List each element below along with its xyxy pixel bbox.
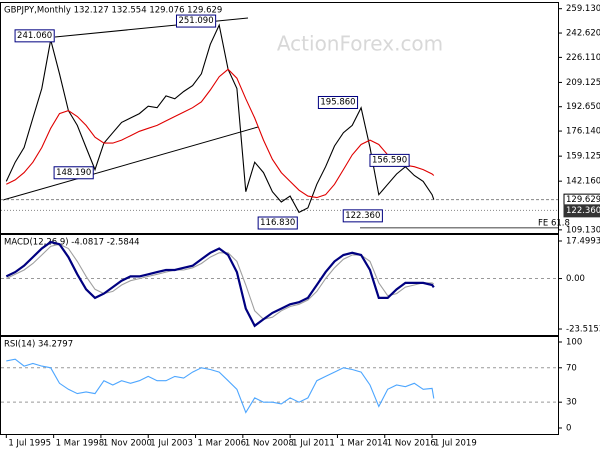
panel-frame [0, 2, 559, 234]
label-box [317, 95, 359, 109]
y-tick-label: 100 [566, 337, 582, 347]
y-tick-label: 159.125 [566, 152, 600, 162]
x-tick-label: 1 Mar 2014 [339, 439, 387, 449]
x-tick-label: 1 Jul 2011 [292, 439, 335, 449]
series-line [6, 68, 435, 199]
x-tick-label: 1 Nov 2000 [103, 439, 152, 449]
level-label: 122.360 [566, 206, 600, 216]
label-box [175, 14, 217, 28]
annotation: 251.090 [178, 16, 213, 26]
panel-title: GBPJPY,Monthly 132.127 132.554 129.076 1… [4, 6, 222, 16]
panel-frame [0, 234, 559, 336]
label-box [342, 209, 383, 223]
y-tick-label: 176.140 [566, 127, 600, 137]
label-box [369, 153, 410, 167]
panel-frame [0, 336, 559, 435]
y-tick-label: 192.650 [566, 102, 600, 112]
y-tick-label: 142.160 [566, 177, 600, 187]
y-tick-label: 242.620 [566, 29, 600, 39]
annotation: 148.190 [56, 168, 91, 178]
panel-title: RSI(14) 34.2797 [4, 340, 73, 350]
trendline [2, 126, 259, 201]
annotation: 122.360 [345, 211, 380, 221]
x-tick-label: 1 Mar 1998 [56, 439, 104, 449]
x-tick-label: 1 Nov 2008 [245, 439, 294, 449]
y-tick-label: 17.4993 [566, 237, 600, 247]
label-box [257, 216, 298, 230]
y-tick-label: 70 [566, 363, 577, 373]
watermark: ActionForex.com [277, 32, 443, 56]
y-tick-label: 0 [566, 423, 571, 433]
x-tick-label: 1 Jul 2019 [434, 439, 477, 449]
annotation: 156.590 [372, 155, 407, 165]
annotation: 241.060 [17, 31, 52, 41]
annotation: 116.830 [260, 218, 295, 228]
y-tick-label: 109.130 [566, 225, 600, 235]
series-line [5, 240, 435, 328]
panel-title: MACD(12,26,9) -4.0817 -2.5844 [4, 238, 140, 248]
y-tick-label: 226.110 [566, 53, 600, 63]
annotation: 195.860 [320, 97, 355, 107]
x-tick-label: 1 Jul 1995 [8, 439, 51, 449]
x-tick-label: 1 Mar 2006 [198, 439, 246, 449]
level-label: 129.629 [566, 195, 600, 205]
label-box [14, 29, 55, 43]
label-box [53, 166, 94, 180]
y-tick-label: 0.00 [566, 274, 585, 284]
y-tick-label: 259.130 [566, 4, 600, 14]
label-box [563, 204, 600, 218]
x-tick-label: 1 Jul 2003 [150, 439, 193, 449]
x-tick-label: 1 Nov 2016 [387, 439, 436, 449]
y-tick-label: 30 [566, 398, 577, 408]
series-line [6, 358, 435, 414]
level-label: FE 61.8 [538, 218, 570, 228]
y-tick-label: -23.5153 [566, 325, 600, 335]
y-tick-label: 209.125 [566, 78, 600, 88]
